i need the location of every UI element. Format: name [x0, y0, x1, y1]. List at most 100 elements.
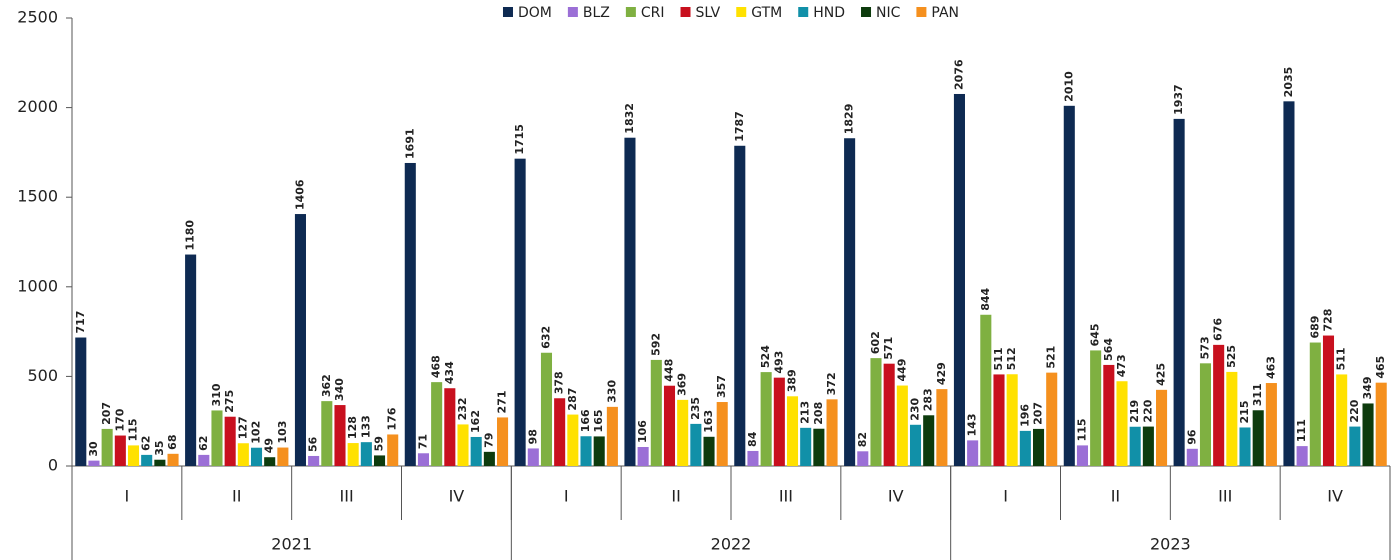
value-label: 62 — [140, 436, 153, 451]
bar — [141, 454, 153, 466]
bar — [857, 451, 869, 466]
legend-swatch — [680, 7, 691, 17]
bar — [760, 372, 772, 466]
value-label: 524 — [759, 345, 772, 368]
value-label: 632 — [539, 326, 552, 349]
bar — [527, 448, 539, 466]
bar — [264, 457, 276, 466]
x-tick-label: III — [1218, 487, 1232, 506]
bar — [1076, 445, 1089, 466]
bar — [953, 93, 965, 466]
bar — [404, 162, 416, 467]
value-label: 521 — [1045, 346, 1058, 369]
bar — [773, 377, 785, 466]
bar — [250, 447, 263, 466]
bar — [1375, 382, 1387, 466]
bar — [1090, 350, 1102, 466]
value-label: 448 — [662, 359, 675, 382]
x-tick-label: IV — [1327, 487, 1343, 506]
legend-label: GTM — [751, 5, 782, 21]
bar — [663, 385, 676, 466]
bar — [813, 428, 825, 466]
x-tick-label: IV — [449, 487, 465, 506]
bar — [677, 399, 689, 466]
value-label: 220 — [1348, 399, 1361, 422]
bar — [690, 423, 702, 466]
value-label: 592 — [649, 333, 662, 356]
value-label: 98 — [526, 429, 539, 444]
value-label: 133 — [359, 415, 372, 438]
bar — [1362, 403, 1374, 466]
bar — [1019, 430, 1031, 466]
value-label: 49 — [263, 438, 276, 453]
bar — [373, 455, 386, 466]
legend-label: DOM — [518, 5, 552, 21]
value-label: 213 — [799, 401, 812, 424]
x-tick-label: I — [1003, 487, 1008, 506]
legend-swatch — [567, 7, 578, 17]
bar — [786, 396, 799, 466]
bar — [1046, 372, 1058, 466]
x-tick-label: II — [1111, 487, 1120, 506]
bar — [980, 314, 992, 466]
value-label: 219 — [1128, 400, 1141, 423]
value-label: 59 — [373, 436, 386, 451]
x-tick-label: II — [232, 487, 241, 506]
value-label: 434 — [443, 361, 456, 384]
group-label: 2023 — [1150, 535, 1191, 554]
value-label: 493 — [772, 351, 785, 374]
value-label: 1832 — [623, 103, 636, 134]
value-label: 511 — [1335, 347, 1348, 370]
bar — [154, 459, 166, 466]
value-label: 571 — [882, 337, 895, 360]
value-label: 283 — [922, 388, 935, 411]
value-label: 62 — [197, 436, 210, 451]
value-label: 56 — [307, 436, 320, 452]
value-label: 844 — [979, 287, 992, 310]
legend-label: CRI — [641, 5, 665, 21]
value-label: 215 — [1238, 401, 1251, 424]
bar — [624, 137, 636, 466]
y-tick-label: 500 — [27, 366, 58, 385]
value-label: 287 — [566, 388, 579, 411]
bar — [993, 374, 1005, 466]
value-label: 82 — [856, 432, 869, 447]
value-label: 235 — [689, 397, 702, 420]
bar — [1142, 426, 1154, 466]
bar — [431, 382, 443, 466]
value-label: 176 — [386, 407, 399, 430]
bar — [909, 424, 922, 466]
value-label: 389 — [786, 369, 799, 392]
x-tick-label: III — [779, 487, 793, 506]
bar — [1173, 118, 1185, 467]
bar — [1116, 381, 1128, 466]
value-label: 163 — [702, 410, 715, 433]
bar — [540, 352, 553, 466]
value-label: 512 — [1005, 347, 1018, 370]
bar — [167, 453, 179, 466]
bar — [1032, 428, 1045, 466]
value-label: 68 — [166, 435, 179, 450]
y-tick-label: 1000 — [17, 276, 58, 295]
value-label: 196 — [1018, 404, 1031, 427]
bar — [554, 398, 566, 466]
value-label: 1787 — [733, 111, 746, 142]
value-label: 115 — [127, 418, 140, 441]
bar — [334, 405, 346, 466]
value-label: 602 — [869, 331, 882, 354]
bar — [1322, 335, 1335, 466]
bar — [883, 363, 895, 466]
value-label: 1829 — [843, 104, 856, 135]
bar — [237, 443, 249, 466]
legend-label: BLZ — [583, 5, 610, 21]
x-tick-label: III — [340, 487, 354, 506]
y-tick-label: 1500 — [17, 187, 58, 206]
bar — [1309, 342, 1321, 466]
bar — [211, 410, 223, 466]
value-label: 115 — [1075, 418, 1088, 441]
value-label: 143 — [966, 413, 979, 436]
bar — [1063, 105, 1075, 467]
bar — [497, 417, 509, 466]
bar — [967, 440, 979, 466]
bar — [800, 427, 812, 466]
